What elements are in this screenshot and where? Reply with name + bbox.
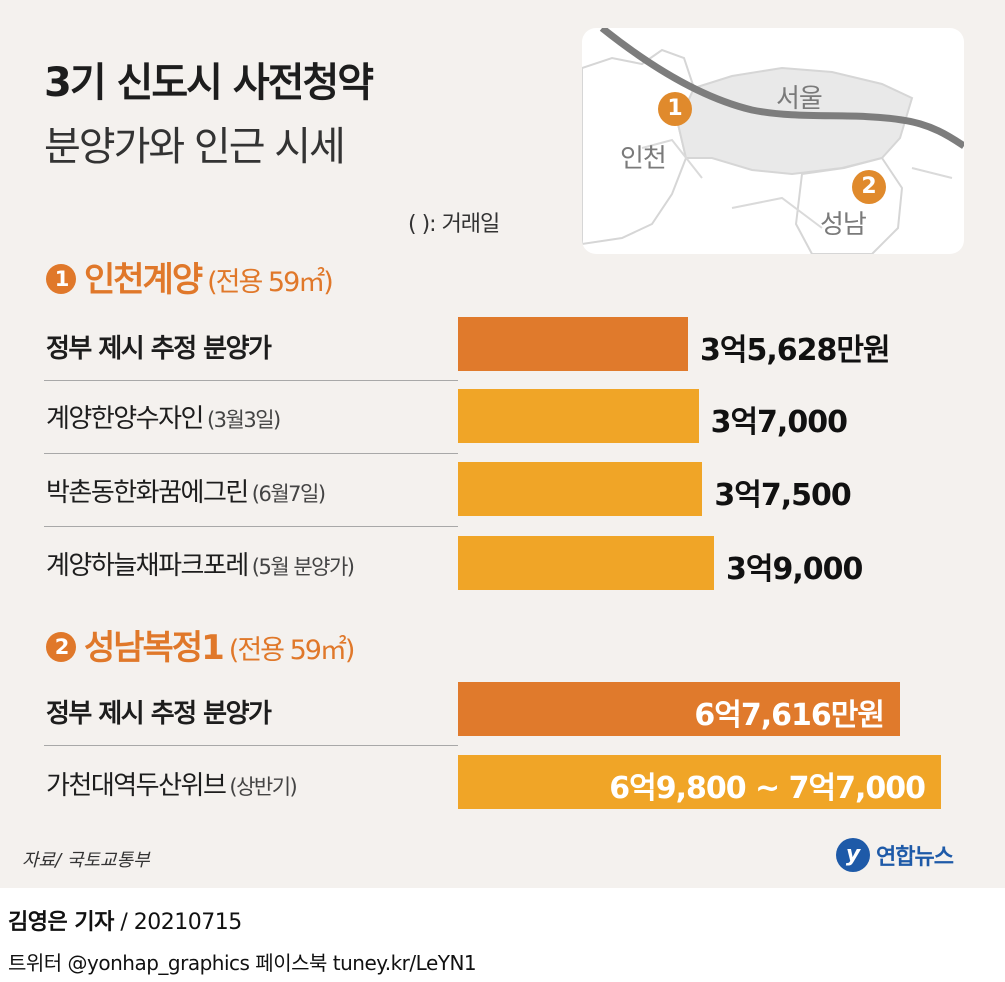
bar-government-estimate (458, 682, 900, 736)
category-name: 정부 제시 추정 분양가 (46, 334, 272, 364)
sns-links: 트위터 @yonhap_graphics 페이스북 tuney.kr/LeYN1 (8, 951, 477, 975)
row-divider (44, 526, 458, 527)
section-name: 성남복정1 (84, 628, 225, 668)
source-note: 자료/ 국토교통부 (22, 850, 150, 871)
category-label: 가천대역두산위브 (상반기) (46, 765, 298, 802)
section-area: (전용 59㎡) (207, 267, 334, 298)
date-legend-note: ( ): 거래일 (408, 212, 500, 237)
bar-market-price (458, 389, 699, 443)
section-heading-seongnam: 2 성남복정1 (전용 59㎡) (46, 620, 356, 669)
map-label-seongnam: 성남 (820, 210, 867, 240)
bar-value-label: 6억7,616만원 (694, 698, 885, 733)
logo-mark-icon: y (836, 838, 870, 872)
publish-date: / 20210715 (120, 910, 242, 935)
publisher-logo: y 연합뉴스 (836, 835, 954, 875)
map-marker-2: 2 (852, 170, 886, 204)
row-divider (44, 745, 458, 746)
section-name: 인천계양 (84, 260, 203, 300)
category-name: 계양한양수자인 (46, 404, 204, 434)
transaction-date: (3월3일) (206, 408, 281, 432)
bar-value-label: 3억7,000 (710, 405, 848, 440)
section-area: (전용 59㎡) (228, 635, 356, 666)
row-divider (44, 453, 458, 454)
map-marker-1: 1 (658, 92, 692, 126)
bar-market-price (458, 536, 714, 590)
bar-market-price (458, 755, 941, 809)
logo-text: 연합뉴스 (876, 845, 954, 870)
transaction-date: (6월7일) (251, 482, 326, 506)
map-label-seoul: 서울 (776, 84, 823, 114)
infographic-panel: 3기 신도시 사전청약 분양가와 인근 시세 ( ): 거래일 서울 인천 성남… (0, 0, 1005, 888)
category-label: 정부 제시 추정 분양가 (46, 693, 272, 730)
category-name: 계양하늘채파크포레 (46, 551, 249, 581)
category-label: 계양한양수자인 (3월3일) (46, 398, 281, 435)
map-label-incheon: 인천 (620, 144, 667, 174)
bar-market-price (458, 462, 703, 516)
chart-title: 3기 신도시 사전청약 (44, 60, 374, 106)
bar-value-label: 3억7,500 (714, 478, 851, 513)
reporter-credit: 김영은 기자 / 20210715 (8, 904, 242, 936)
row-divider (44, 380, 458, 381)
category-label: 박촌동한화꿈에그린 (6월7일) (46, 472, 326, 509)
bar-value-label: 3억9,000 (726, 552, 863, 587)
bar-government-estimate (458, 317, 688, 371)
section-number-badge: 2 (46, 632, 76, 662)
bar-value-label: 3억5,628만원 (700, 333, 891, 368)
transaction-date: (상반기) (229, 775, 297, 799)
category-name: 가천대역두산위브 (46, 771, 227, 801)
category-name: 박촌동한화꿈에그린 (46, 478, 249, 508)
category-label: 계양하늘채파크포레 (5월 분양가) (46, 545, 355, 582)
transaction-date: (5월 분양가) (251, 555, 355, 579)
reporter-name: 김영은 기자 (8, 910, 114, 935)
bar-value-label: 6억9,800 ~ 7억7,000 (609, 771, 926, 806)
location-map: 서울 인천 성남 1 2 (582, 28, 964, 254)
category-label: 정부 제시 추정 분양가 (46, 328, 272, 365)
section-heading-incheon: 1 인천계양 (전용 59㎡) (46, 252, 334, 301)
section-number-badge: 1 (46, 264, 76, 294)
category-name: 정부 제시 추정 분양가 (46, 699, 272, 729)
chart-subtitle: 분양가와 인근 시세 (44, 124, 346, 170)
